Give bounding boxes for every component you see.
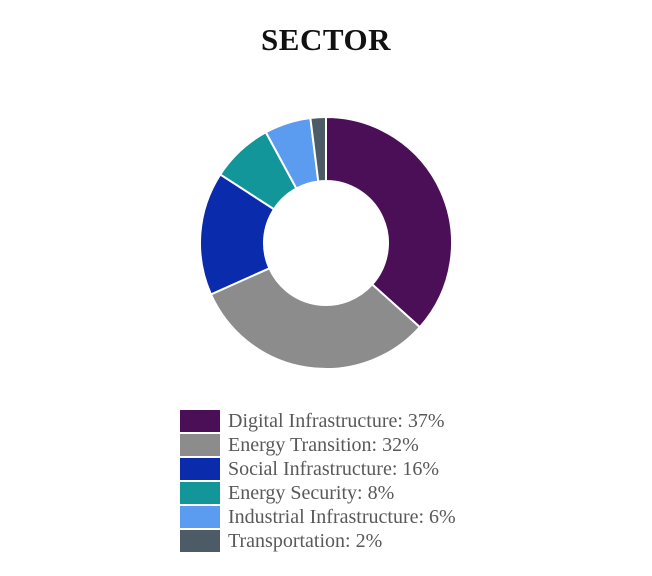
legend-swatch [180,506,220,528]
chart-legend: Digital Infrastructure: 37% Energy Transi… [180,409,456,553]
legend-item: Social Infrastructure: 16% [180,457,456,481]
legend-swatch [180,482,220,504]
legend-label: Digital Infrastructure: 37% [228,410,445,432]
legend-item: Energy Transition: 32% [180,433,456,457]
legend-label: Transportation: 2% [228,530,383,552]
legend-item: Transportation: 2% [180,529,456,553]
legend-label: Industrial Infrastructure: 6% [228,506,456,528]
slice-energy-transition [209,266,422,370]
legend-swatch [180,434,220,456]
legend-item: Digital Infrastructure: 37% [180,409,456,433]
slice-transportation [309,115,327,183]
legend-swatch [180,530,220,552]
legend-item: Industrial Infrastructure: 6% [180,505,456,529]
legend-item: Energy Security: 8% [180,481,456,505]
legend-swatch [180,410,220,432]
legend-swatch [180,458,220,480]
legend-label: Energy Security: 8% [228,482,395,504]
donut-chart [199,115,453,370]
legend-label: Social Infrastructure: 16% [228,458,440,480]
legend-label: Energy Transition: 32% [228,434,419,456]
chart-title: SECTOR [261,22,391,57]
slice-digital-infrastructure [325,115,453,329]
